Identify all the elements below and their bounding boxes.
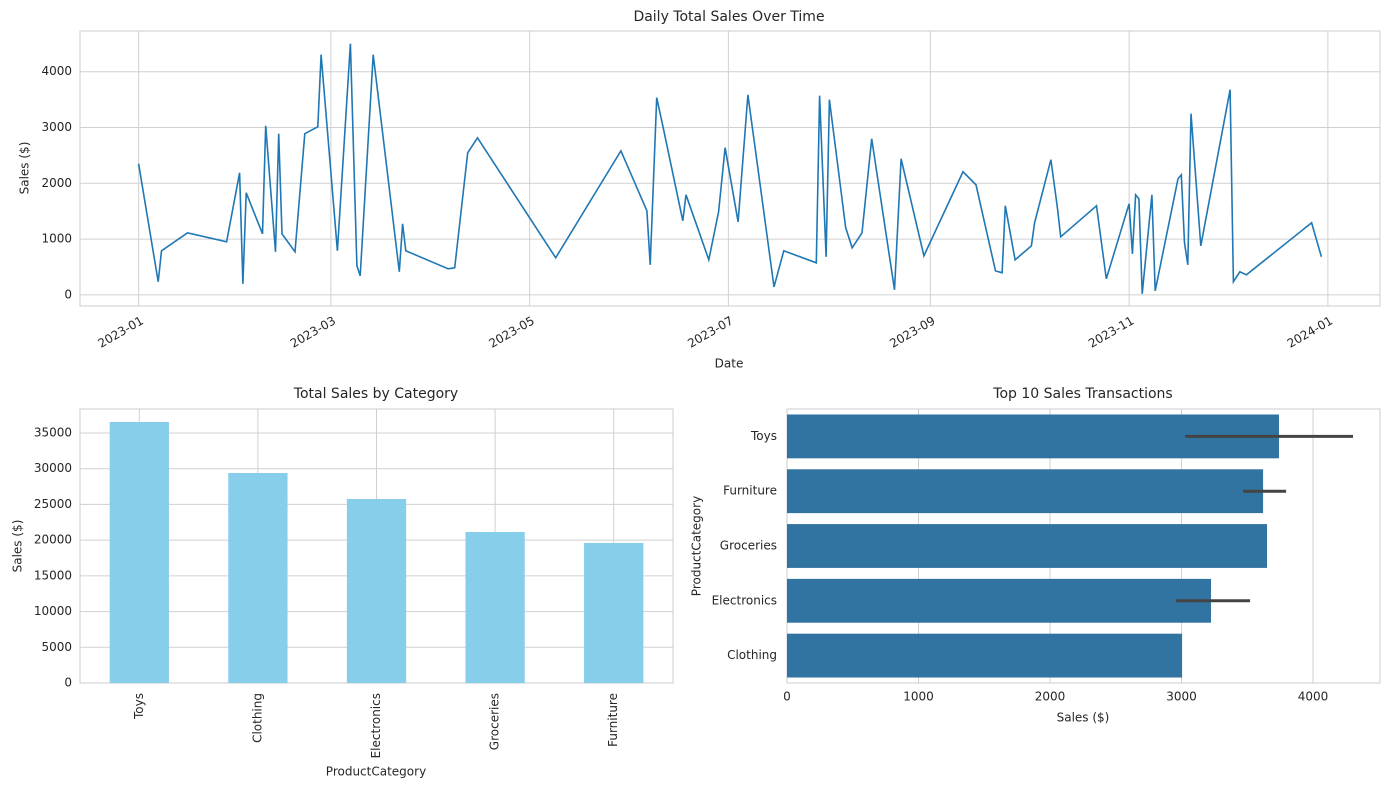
bar: [787, 578, 1212, 623]
x-tick-label: 2023-09: [887, 314, 937, 351]
y-tick-label: Furniture: [723, 484, 777, 498]
y-axis-label: Sales ($): [18, 142, 32, 195]
x-tick-label: Furniture: [606, 693, 620, 747]
x-tick-label: Electronics: [369, 693, 383, 758]
x-tick-label: 4000: [1298, 690, 1329, 704]
chart-title: Daily Total Sales Over Time: [633, 9, 824, 25]
y-tick-label: 5000: [41, 640, 72, 654]
bar: [346, 499, 407, 683]
y-tick-label: Toys: [750, 429, 777, 443]
x-tick-label: 2023-03: [288, 314, 338, 351]
bar: [584, 543, 644, 683]
y-tick-label: 1000: [41, 232, 72, 246]
chart-title: Top 10 Sales Transactions: [992, 386, 1172, 402]
axes-frame: [79, 30, 1381, 307]
y-tick-label: 10000: [34, 604, 72, 618]
y-tick-label: 25000: [34, 497, 72, 511]
y-tick-label: 3000: [41, 120, 72, 134]
x-tick-label: 2023-11: [1086, 314, 1136, 351]
x-tick-label: Toys: [132, 693, 146, 720]
x-tick-label: Groceries: [488, 693, 502, 750]
y-tick-label: Electronics: [712, 593, 777, 607]
x-tick-label: 1000: [903, 690, 934, 704]
y-tick-label: 0: [64, 676, 72, 690]
x-axis-label: ProductCategory: [326, 765, 426, 779]
bar: [787, 633, 1183, 678]
y-axis-label: Sales ($): [11, 520, 25, 573]
bar: [787, 524, 1268, 568]
y-tick-label: Clothing: [727, 648, 777, 662]
y-tick-label: 30000: [34, 461, 72, 475]
y-tick-label: 15000: [34, 568, 72, 582]
x-tick-label: 3000: [1166, 690, 1197, 704]
bar: [465, 532, 525, 683]
y-tick-label: 4000: [41, 64, 72, 78]
sales-line: [137, 43, 1323, 294]
y-tick-label: 20000: [34, 533, 72, 547]
bar: [228, 473, 288, 683]
y-axis-label: ProductCategory: [690, 496, 704, 596]
chart-title: Total Sales by Category: [293, 386, 458, 402]
y-tick-label: 0: [64, 287, 72, 301]
x-axis-label: Date: [715, 357, 744, 371]
x-tick-label: Clothing: [250, 693, 264, 743]
x-tick-label: 2000: [1035, 690, 1066, 704]
x-tick-label: 2023-05: [486, 314, 536, 351]
x-tick-label: 0: [783, 690, 791, 704]
x-axis-label: Sales ($): [1057, 711, 1110, 725]
y-tick-label: Groceries: [720, 539, 777, 553]
x-tick-label: 2024-01: [1285, 314, 1335, 351]
x-tick-label: 2023-07: [685, 314, 735, 351]
y-tick-label: 35000: [34, 426, 72, 440]
y-tick-label: 2000: [41, 176, 72, 190]
bar: [787, 469, 1264, 514]
bar: [109, 422, 169, 683]
x-tick-label: 2023-01: [95, 314, 145, 351]
